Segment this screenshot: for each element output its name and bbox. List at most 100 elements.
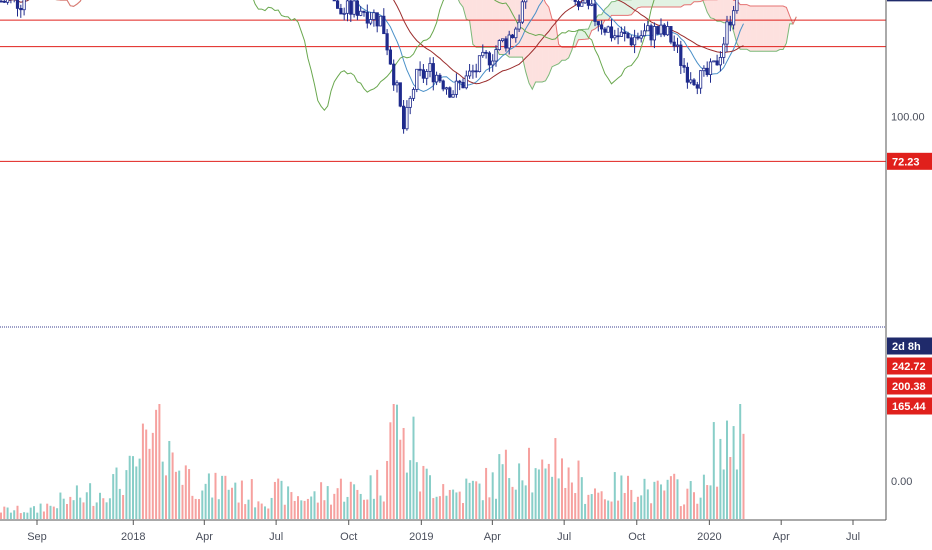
volume-bar xyxy=(617,500,620,519)
volume-bar xyxy=(495,498,497,519)
volume-bar xyxy=(178,470,181,519)
time-tick-label: 2019 xyxy=(409,531,433,543)
candle-down xyxy=(0,0,3,3)
volume-bar xyxy=(719,438,722,519)
price-tag-box xyxy=(887,152,932,170)
cloud-segment xyxy=(476,0,480,48)
candle-down xyxy=(656,26,660,35)
volume-bar xyxy=(640,495,643,519)
volume-bar xyxy=(359,493,362,519)
volume-bar xyxy=(264,506,266,519)
cloud-segment xyxy=(779,6,784,50)
time-tick-label: 2018 xyxy=(121,531,145,543)
price-tick-label: 100.00 xyxy=(891,111,925,123)
volume-bar xyxy=(66,503,68,519)
volume-bar xyxy=(287,486,290,519)
cloud-segment xyxy=(756,6,760,52)
volume-bar xyxy=(386,460,389,519)
candle-down xyxy=(448,87,452,98)
candle-up xyxy=(22,0,26,11)
cloud-segment xyxy=(647,0,652,8)
candle-up xyxy=(352,0,356,15)
candle-down xyxy=(600,24,604,30)
volume-bar xyxy=(313,491,316,519)
cloud-segment xyxy=(575,29,579,48)
cloud-segment xyxy=(479,0,483,48)
volume-bar xyxy=(297,496,299,519)
volume-bar xyxy=(498,454,501,519)
candlesticks xyxy=(0,0,739,134)
volume-bar xyxy=(191,495,194,519)
volume-bar xyxy=(524,485,527,519)
cloud-segment xyxy=(555,20,559,66)
volume-bar xyxy=(227,489,230,519)
volume-bar xyxy=(432,498,435,519)
volume-bar xyxy=(112,474,115,519)
cloud-segment xyxy=(769,6,774,52)
cloud-segment xyxy=(720,0,724,23)
cloud-segment xyxy=(545,2,549,81)
volume-bar xyxy=(445,495,448,519)
volume-bar xyxy=(115,467,118,519)
volume-bar xyxy=(369,475,372,519)
time-tick-label: Apr xyxy=(773,531,790,543)
candle-down xyxy=(593,3,597,22)
volume-bar xyxy=(75,485,78,519)
volume-bar xyxy=(491,472,494,519)
cloud-segment xyxy=(674,0,678,8)
candle-down xyxy=(728,21,732,26)
volume-bar xyxy=(452,489,455,519)
candle-up xyxy=(395,82,399,86)
volume-bar xyxy=(594,488,596,519)
volume-bar xyxy=(570,482,573,519)
volume-bar xyxy=(544,468,547,519)
volume-bar xyxy=(356,489,359,519)
volume-bar xyxy=(399,439,402,519)
volume-bar xyxy=(435,496,438,519)
volume-bar xyxy=(534,468,537,519)
candle-up xyxy=(606,26,610,33)
cloud-segment xyxy=(562,47,566,61)
candle-down xyxy=(362,10,366,13)
volume-bar xyxy=(138,458,141,519)
volume-bar xyxy=(56,508,59,519)
candle-down xyxy=(335,0,340,9)
volume-bar xyxy=(339,478,342,519)
volume-bar xyxy=(161,461,164,519)
volume-bar xyxy=(438,496,441,519)
cloud-segment xyxy=(489,0,493,48)
cloud-segment xyxy=(565,47,569,61)
volume-bar xyxy=(3,506,6,519)
candle-up xyxy=(481,51,485,57)
candle-up xyxy=(702,67,706,72)
volume-bar xyxy=(280,480,283,519)
candle-up xyxy=(464,75,468,89)
volume-bar xyxy=(46,503,49,519)
candle-up xyxy=(494,49,498,62)
volume-bar xyxy=(141,423,144,519)
volume-bar xyxy=(478,483,481,519)
cloud-segment xyxy=(753,6,757,52)
volume-bar xyxy=(531,492,534,519)
candle-up xyxy=(500,38,505,41)
cloud-segment xyxy=(776,6,780,52)
cloud-segment xyxy=(657,0,661,8)
candle-down xyxy=(375,12,379,27)
volume-bar xyxy=(557,478,560,519)
volume-bar xyxy=(636,496,639,519)
time-axis[interactable]: Sep 2018 Apr Jul Oct 2019 Apr Jul Oct 2020 Apr Jul xyxy=(27,520,860,543)
volume-bar xyxy=(62,498,65,519)
price-axis[interactable]: 700.00600.00500.00400.00300.00100.000.00 xyxy=(891,0,925,488)
volume-bar xyxy=(16,505,19,519)
volume-bar xyxy=(303,500,306,519)
volume-bar xyxy=(419,491,422,519)
volume-bar xyxy=(689,481,692,519)
cloud-segment xyxy=(661,0,665,8)
volume-bar xyxy=(537,469,540,519)
price-tag-label: 200.38 xyxy=(892,381,926,393)
volume-bar xyxy=(13,510,16,519)
candle-down xyxy=(401,105,406,130)
volume-bar xyxy=(132,456,134,519)
volume-bar xyxy=(455,492,458,519)
